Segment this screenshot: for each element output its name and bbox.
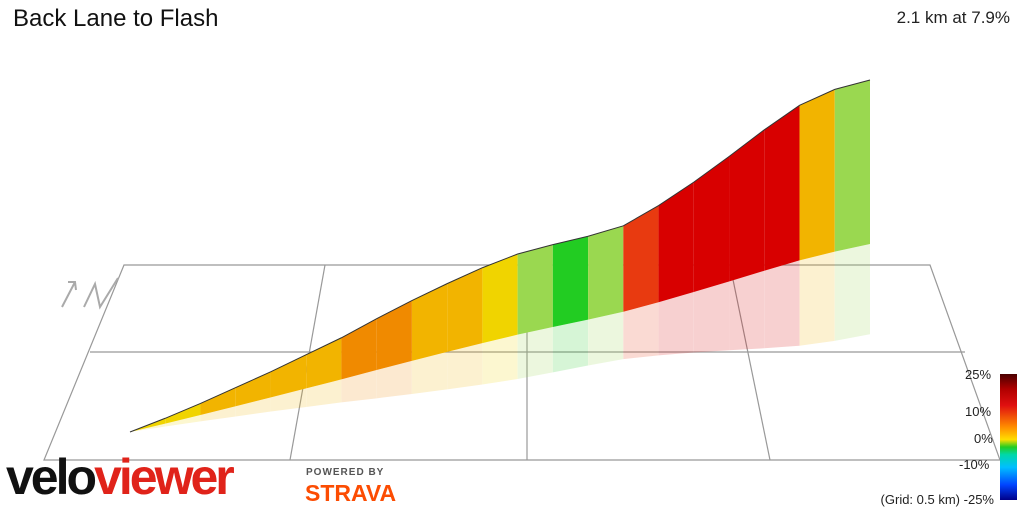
profile-band: [235, 371, 271, 407]
reflection-band: [764, 260, 800, 349]
reflection-band: [235, 397, 271, 417]
legend-label-10: 10%: [965, 404, 992, 419]
reflection-band: [270, 388, 307, 412]
reflection-band: [552, 319, 589, 373]
reflection-band: [200, 406, 236, 422]
segment-title: Back Lane to Flash: [13, 5, 219, 32]
reflection-band: [623, 302, 659, 360]
reflection-band: [411, 351, 448, 395]
reflection-band: [693, 281, 730, 353]
profile-band: [482, 254, 518, 344]
profile-band: [799, 89, 835, 261]
veloviewer-logo: veloviewer: [6, 449, 235, 505]
profile-band: [729, 129, 765, 282]
profile-band: [693, 156, 730, 293]
profile-band: [588, 225, 624, 320]
profile-band: [306, 337, 342, 389]
profile-band: [341, 318, 377, 380]
profile-band: [552, 236, 589, 328]
reflection-band: [729, 270, 765, 351]
profile-band: [411, 283, 448, 361]
reflection-band: [376, 360, 412, 399]
reflection-band: [588, 311, 624, 366]
reflection-band: [517, 327, 553, 380]
reflection-band: [447, 343, 483, 390]
profile-reflection: [130, 244, 870, 432]
profile-band: [764, 105, 800, 271]
gradient-legend-bar: [1000, 374, 1017, 500]
profile-band: [447, 267, 483, 352]
legend-label-minus10: -10%: [959, 457, 990, 472]
profile-band: [200, 387, 236, 415]
profile-band: [834, 80, 870, 252]
strava-logo: STRAVA: [305, 480, 397, 506]
powered-by-label: POWERED BY: [306, 467, 385, 478]
grid-line-v: [729, 264, 771, 461]
profile-band: [623, 205, 659, 312]
reflection-band: [834, 244, 870, 341]
reflection-band: [799, 251, 835, 346]
profile-bands: [130, 80, 870, 432]
profile-band: [165, 403, 201, 424]
reflection-band: [658, 292, 694, 356]
profile-outline: [129, 79, 871, 433]
segment-summary: 2.1 km at 7.9%: [896, 8, 1010, 27]
profile-band: [270, 354, 307, 398]
reflection-band: [306, 379, 342, 407]
profile-band: [517, 244, 553, 335]
grid-note: (Grid: 0.5 km) -25%: [880, 492, 994, 507]
legend-label-0: 0%: [974, 431, 993, 446]
reflection-band: [130, 423, 166, 432]
reflection-band: [341, 370, 377, 403]
legend-label-25: 25%: [965, 367, 992, 382]
reflection-band: [165, 414, 201, 427]
profile-band: [376, 300, 412, 371]
profile-band: [658, 182, 694, 303]
north-arrow-icon: [61, 277, 119, 310]
reflection-band: [482, 334, 518, 385]
